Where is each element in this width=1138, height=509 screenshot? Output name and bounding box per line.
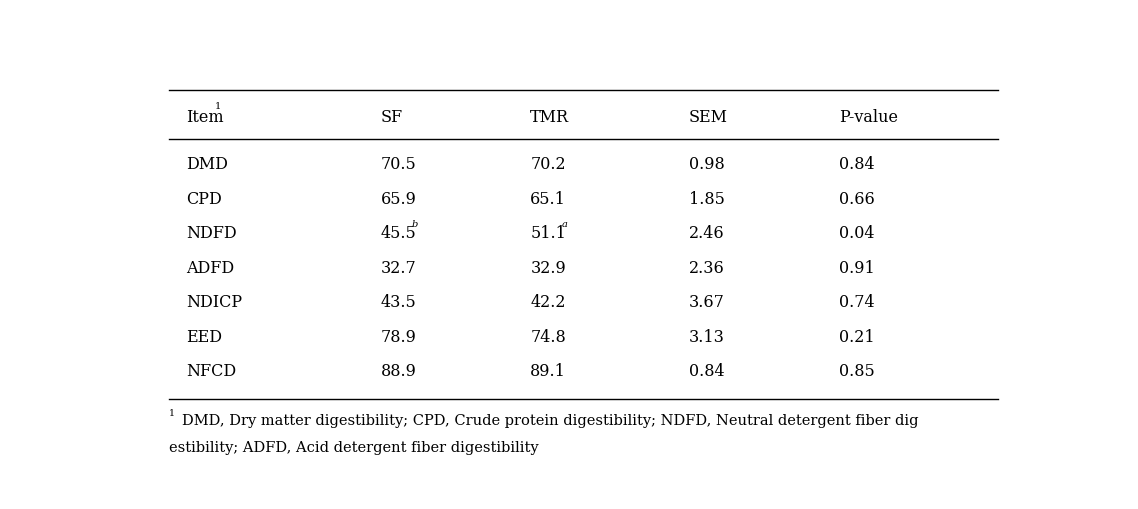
Text: NDFD: NDFD [187,225,237,242]
Text: TMR: TMR [530,109,569,126]
Text: a: a [561,219,567,229]
Text: 0.85: 0.85 [839,363,875,380]
Text: 74.8: 74.8 [530,329,566,346]
Text: 65.1: 65.1 [530,191,567,208]
Text: 89.1: 89.1 [530,363,567,380]
Text: 70.2: 70.2 [530,156,566,174]
Text: 0.74: 0.74 [839,294,875,312]
Text: 0.91: 0.91 [839,260,875,277]
Text: 88.9: 88.9 [380,363,417,380]
Text: 3.67: 3.67 [688,294,725,312]
Text: SF: SF [380,109,403,126]
Text: 51.1: 51.1 [530,225,567,242]
Text: 0.84: 0.84 [688,363,725,380]
Text: DMD, Dry matter digestibility; CPD, Crude protein digestibility; NDFD, Neutral d: DMD, Dry matter digestibility; CPD, Crud… [182,414,918,428]
Text: 3.13: 3.13 [688,329,725,346]
Text: P-value: P-value [839,109,898,126]
Text: ADFD: ADFD [187,260,234,277]
Text: 0.66: 0.66 [839,191,875,208]
Text: 1: 1 [215,102,221,111]
Text: EED: EED [187,329,222,346]
Text: 0.84: 0.84 [839,156,875,174]
Text: 32.9: 32.9 [530,260,566,277]
Text: 1.85: 1.85 [688,191,725,208]
Text: 32.7: 32.7 [380,260,417,277]
Text: 0.04: 0.04 [839,225,874,242]
Text: 43.5: 43.5 [380,294,417,312]
Text: 45.5: 45.5 [380,225,417,242]
Text: Item: Item [187,109,224,126]
Text: estibility; ADFD, Acid detergent fiber digestibility: estibility; ADFD, Acid detergent fiber d… [168,441,538,456]
Text: 65.9: 65.9 [380,191,417,208]
Text: 2.46: 2.46 [688,225,725,242]
Text: NDICP: NDICP [187,294,242,312]
Text: 70.5: 70.5 [380,156,417,174]
Text: CPD: CPD [187,191,222,208]
Text: NFCD: NFCD [187,363,237,380]
Text: 2.36: 2.36 [688,260,725,277]
Text: 1: 1 [168,409,175,418]
Text: 0.21: 0.21 [839,329,875,346]
Text: SEM: SEM [688,109,728,126]
Text: DMD: DMD [187,156,229,174]
Text: 0.98: 0.98 [688,156,725,174]
Text: 78.9: 78.9 [380,329,417,346]
Text: b: b [411,219,418,229]
Text: 42.2: 42.2 [530,294,566,312]
